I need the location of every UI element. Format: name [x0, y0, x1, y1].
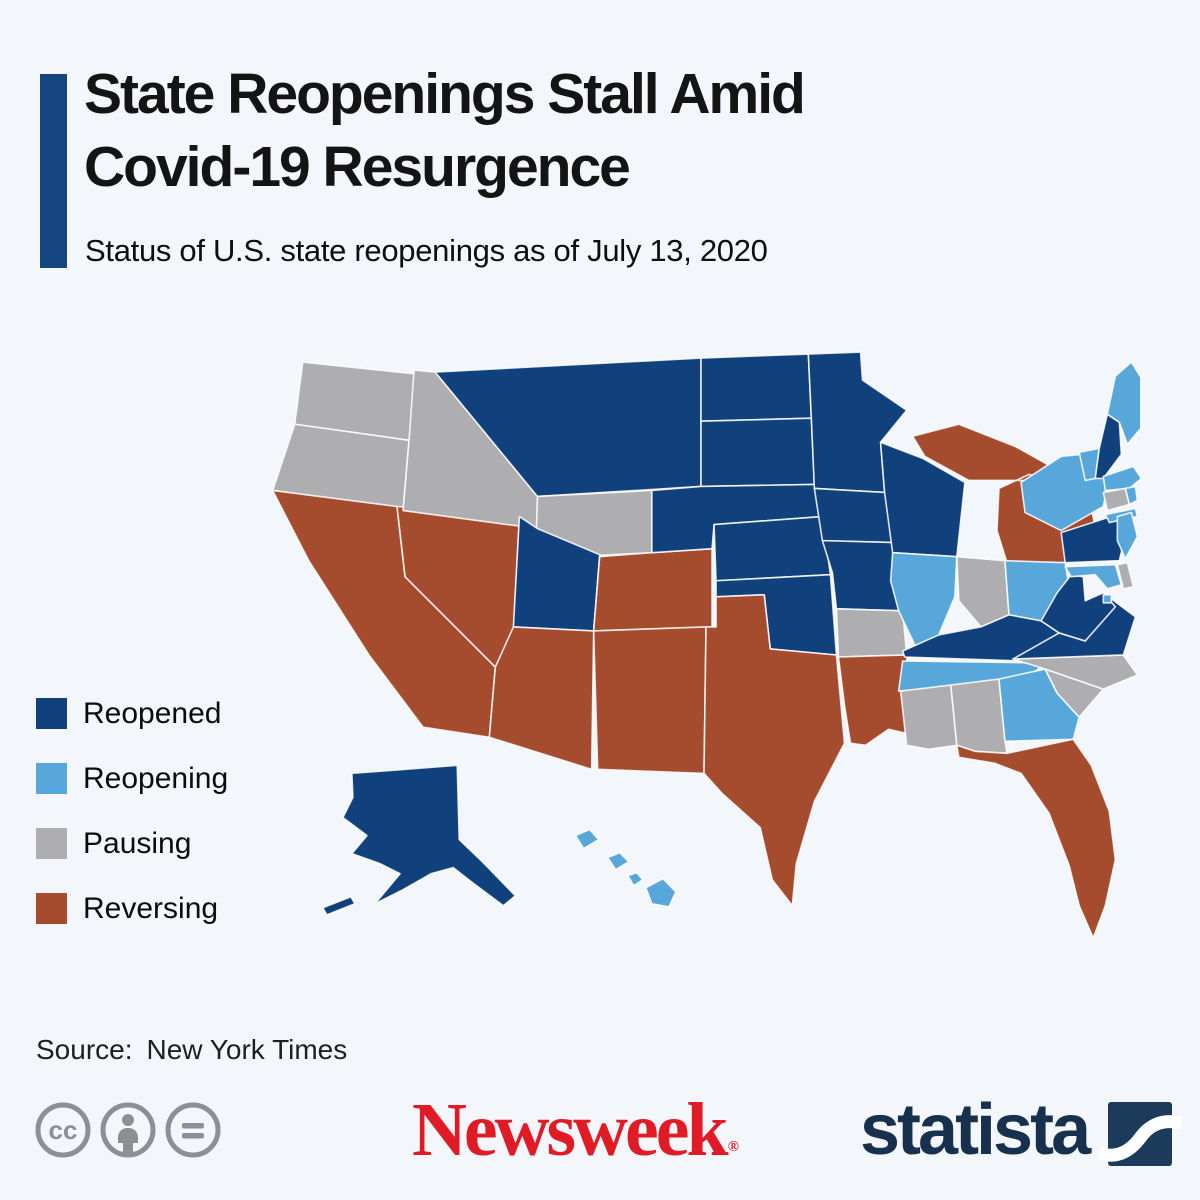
- source-line: Source: New York Times: [36, 1034, 347, 1066]
- state-fl: Florida: [956, 738, 1117, 939]
- state-md: Maryland: [1064, 563, 1123, 590]
- state-al: Alabama: [950, 678, 1008, 755]
- us-choropleth-map: WashingtonOregonCaliforniaNevadaIdahoMon…: [256, 348, 1151, 970]
- cc-icon: cc: [35, 1102, 91, 1158]
- legend-item-reopened: Reopened: [36, 696, 228, 730]
- source-label: Source:: [36, 1034, 133, 1065]
- page-title: State Reopenings Stall Amid Covid-19 Res…: [84, 58, 1064, 204]
- license-icon-row: cc: [34, 1101, 222, 1159]
- legend-item-reopening: Reopening: [36, 761, 229, 795]
- state-wv: West Virginia: [1040, 573, 1117, 642]
- statista-logo-icon: [1096, 1102, 1183, 1166]
- state-ma: Massachusetts: [1102, 465, 1143, 492]
- source-value: New York Times: [146, 1034, 348, 1065]
- legend-swatch: [36, 828, 67, 859]
- legend-swatch: [36, 893, 67, 924]
- map-legend: Reopened Reopening Pausing Reversing: [36, 696, 229, 958]
- statista-logo-text: statista: [860, 1090, 1091, 1170]
- state-ak: Alaska: [321, 764, 517, 916]
- title-line-1: State Reopenings Stall Amid: [84, 62, 806, 126]
- state-ar: Arkansas: [835, 608, 908, 658]
- state-hi: Hawaii: [574, 828, 677, 908]
- state-ks: Kansas: [713, 515, 832, 582]
- state-co: Colorado: [592, 547, 713, 632]
- state-dc: District of Columbia: [1102, 593, 1113, 604]
- legend-label: Reversing: [83, 891, 219, 925]
- legend-swatch: [36, 763, 67, 794]
- us-map-svg: WashingtonOregonCaliforniaNevadaIdahoMon…: [271, 351, 1151, 939]
- newsweek-logo-text: Newsweek: [412, 1088, 729, 1172]
- equals-icon: [165, 1102, 221, 1158]
- title-accent-bar: [40, 74, 67, 268]
- state-az: Arizona: [488, 626, 595, 771]
- state-nj: New Jersey: [1116, 511, 1139, 560]
- attribution-person-icon: [100, 1102, 156, 1158]
- legend-item-reversing: Reversing: [36, 891, 228, 925]
- legend-label: Reopened: [83, 696, 222, 730]
- legend-item-pausing: Pausing: [36, 826, 228, 860]
- newsweek-logo: Newsweek ®: [412, 1092, 739, 1168]
- registered-trademark: ®: [727, 1139, 739, 1155]
- state-nm: New Mexico: [592, 626, 707, 775]
- state-ms: Mississippi: [899, 684, 958, 751]
- svg-text:cc: cc: [49, 1115, 78, 1145]
- legend-swatch: [36, 698, 67, 729]
- state-nd: North Dakota: [700, 353, 813, 423]
- state-tx: Texas: [703, 593, 846, 907]
- state-in: Indiana: [956, 555, 1010, 628]
- title-line-2: Covid-19 Resurgence: [84, 134, 631, 199]
- state-de: Delaware: [1116, 561, 1135, 590]
- page-subtitle: Status of U.S. state reopenings as of Ju…: [85, 233, 768, 268]
- state-ri: Rhode Island: [1124, 485, 1139, 506]
- legend-label: Reopening: [83, 761, 229, 795]
- state-sd: South Dakota: [700, 417, 816, 488]
- state-nh: New Hampshire: [1094, 413, 1123, 480]
- legend-label: Pausing: [83, 826, 192, 860]
